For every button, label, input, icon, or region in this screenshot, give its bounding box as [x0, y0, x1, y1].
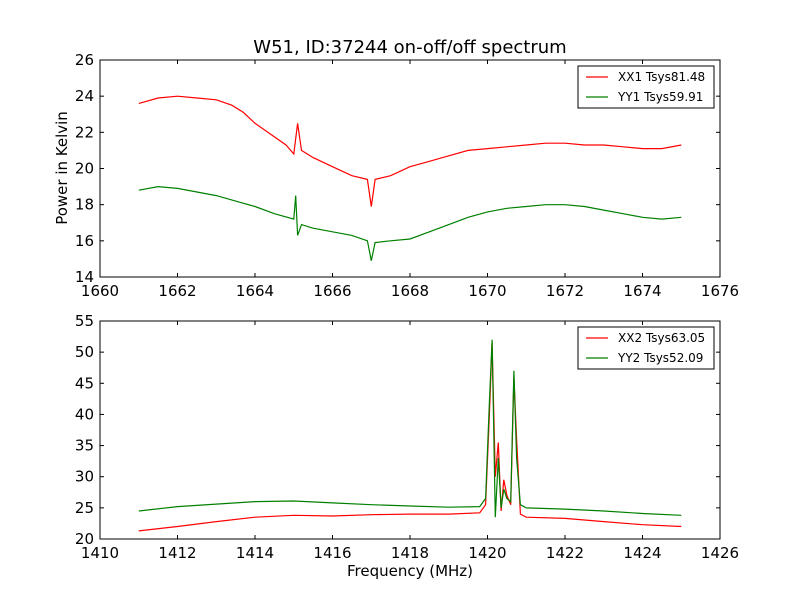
x-tick-label-0-1: 1662	[158, 282, 196, 300]
x-tick-label-0-3: 1666	[313, 282, 351, 300]
legend-label-1-0: XX2 Tsys63.05	[618, 331, 705, 345]
y-tick-label-1-3: 35	[75, 437, 94, 455]
series-line-1-0	[138, 342, 682, 532]
x-tick-label-1-4: 1418	[391, 544, 429, 562]
y-tick-label-0-2: 18	[75, 196, 94, 214]
x-tick-label-0-7: 1674	[623, 282, 661, 300]
y-tick-label-1-7: 55	[75, 312, 94, 330]
series-line-0-1	[138, 185, 682, 261]
y-tick-label-1-2: 30	[75, 468, 94, 486]
legend-box-0	[577, 65, 715, 109]
x-tick-label-1-8: 1426	[701, 544, 739, 562]
x-tick-label-0-4: 1668	[391, 282, 429, 300]
legend-label-1-1: YY2 Tsys52.09	[617, 351, 703, 365]
x-tick-label-1-1: 1412	[158, 544, 196, 562]
legend-label-0-1: YY1 Tsys59.91	[617, 90, 703, 104]
series-line-1-1	[138, 339, 682, 518]
x-tick-label-1-0: 1410	[81, 544, 119, 562]
x-tick-label-0-8: 1676	[701, 282, 739, 300]
x-tick-label-0-5: 1670	[468, 282, 506, 300]
x-tick-label-1-3: 1416	[313, 544, 351, 562]
y-tick-label-0-4: 22	[75, 123, 94, 141]
x-tick-label-1-6: 1422	[546, 544, 584, 562]
y-tick-label-1-0: 20	[75, 530, 94, 548]
bottom-panel: 1410 1412 1414 1416 1418 1420 1422 1424 1426 20 25…	[75, 312, 739, 562]
x-tick-label-0-2: 1664	[236, 282, 274, 300]
chart-title: W51, ID:37244 on-off/off spectrum	[253, 37, 566, 58]
legend-box-1	[577, 326, 715, 370]
y-tick-label-0-0: 14	[75, 268, 94, 286]
y-tick-label-0-5: 24	[75, 87, 94, 105]
y-tick-label-1-1: 25	[75, 499, 94, 517]
y-tick-label-0-1: 16	[75, 232, 94, 250]
top-panel: 1660 1662 1664 1666 1668 1670 1672 1674 1676 14 16…	[75, 51, 739, 300]
y-tick-label-1-4: 40	[75, 405, 94, 423]
x-tick-label-1-5: 1420	[468, 544, 506, 562]
x-tick-label-1-7: 1424	[623, 544, 661, 562]
legend-label-0-0: XX1 Tsys81.48	[618, 70, 705, 84]
bottom-x-axis-label: Frequency (MHz)	[347, 562, 473, 580]
y-tick-label-0-6: 26	[75, 51, 94, 69]
top-y-axis-label: Power in Kelvin	[53, 111, 71, 225]
y-tick-label-0-3: 20	[75, 160, 94, 178]
y-tick-label-1-6: 50	[75, 343, 94, 361]
x-tick-label-1-2: 1414	[236, 544, 274, 562]
y-tick-label-1-5: 45	[75, 374, 94, 392]
x-tick-label-0-6: 1672	[546, 282, 584, 300]
series-line-0-0	[138, 95, 682, 207]
x-tick-label-0-0: 1660	[81, 282, 119, 300]
